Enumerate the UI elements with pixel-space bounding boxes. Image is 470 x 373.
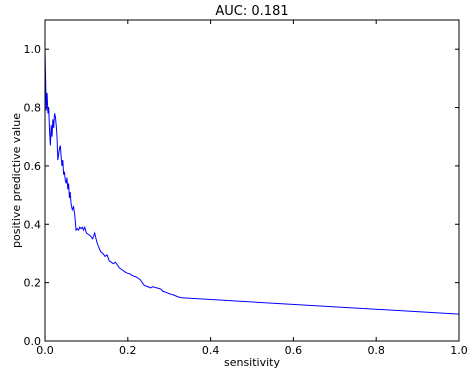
y-tick-label: 0.6 (24, 160, 42, 173)
series-line-ppv (44, 49, 460, 315)
y-tick-label: 1.0 (24, 43, 42, 56)
y-axis-label: positive predictive value (10, 113, 23, 248)
x-tick-label: 0.8 (367, 344, 385, 357)
x-tick-label: 0.0 (36, 344, 54, 357)
x-tick-label: 0.2 (119, 344, 137, 357)
axis-ticks: 0.0 0.2 0.4 0.6 0.8 1.0 0.0 0.2 0.4 0.6 0.8 1.0 (24, 20, 468, 357)
y-tick-label: 0.4 (24, 218, 42, 231)
x-tick-label: 0.6 (285, 344, 303, 357)
plot-frame (44, 19, 460, 342)
x-tick-label: 0.4 (202, 344, 220, 357)
x-axis-label: sensitivity (224, 356, 281, 369)
chart-title: AUC: 0.181 (215, 4, 288, 19)
y-tick-label: 0.2 (24, 277, 42, 290)
y-tick-label: 0.8 (24, 102, 42, 115)
y-tick-label: 0.0 (24, 335, 42, 348)
x-tick-label: 1.0 (450, 344, 468, 357)
